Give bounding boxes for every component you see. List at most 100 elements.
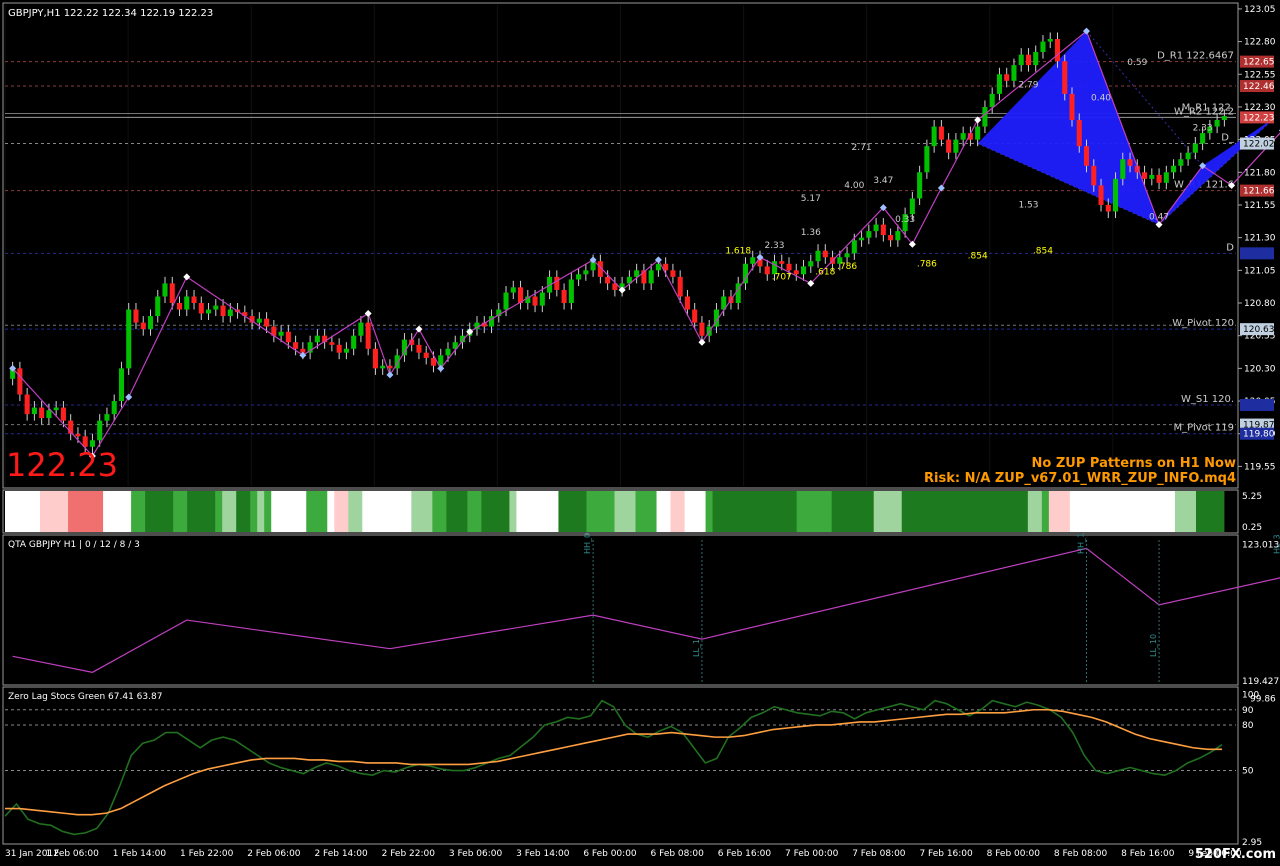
fib-ratio-label: 2.71 — [852, 143, 872, 153]
candle-body — [663, 263, 669, 271]
strength-cell — [278, 491, 286, 532]
strength-cell — [5, 491, 13, 532]
candle-body — [271, 326, 277, 336]
candle-body — [1018, 54, 1024, 66]
candle-body — [111, 401, 117, 415]
zigzag-marker — [88, 452, 96, 460]
candle-body — [75, 433, 81, 437]
candle-body — [1040, 41, 1046, 53]
candle-body — [155, 296, 161, 317]
level-label: W_S1 120. — [1181, 394, 1234, 405]
candle-body — [735, 283, 741, 304]
candle-body — [307, 342, 313, 353]
strength-cell — [922, 491, 931, 532]
candle-body — [1076, 120, 1082, 147]
candle-body — [213, 305, 219, 310]
fib-ratio-label: 0.33 — [895, 215, 915, 225]
strength-cell — [733, 491, 742, 532]
strength-cell — [12, 491, 20, 532]
level-axis-tag — [1240, 247, 1274, 260]
strength-cell — [1062, 491, 1071, 532]
strength-cell — [103, 491, 111, 532]
strength-cell — [299, 491, 307, 532]
strength-cell — [845, 491, 854, 532]
strength-cell — [264, 491, 272, 532]
strength-cell — [754, 491, 763, 532]
candle-body — [329, 342, 335, 345]
strength-cell — [516, 491, 524, 532]
strength-pane[interactable] — [2, 489, 1239, 534]
strength-cell — [1006, 491, 1015, 532]
candle-body — [343, 348, 349, 353]
candle-body — [924, 146, 930, 173]
qta-marker-label: HH_1 — [1077, 533, 1086, 554]
strength-cell — [565, 491, 573, 532]
candle-body — [1069, 93, 1075, 121]
candle-body — [946, 139, 952, 153]
stoch-series-green — [4, 699, 1223, 836]
candle-body — [1091, 165, 1097, 186]
candle-body — [249, 316, 255, 323]
strength-cell — [138, 491, 146, 532]
fib-ratio-label: 1.618 — [725, 246, 751, 256]
zigzag-marker — [364, 309, 372, 317]
strength-cell — [1125, 491, 1134, 532]
strength-cell — [586, 491, 594, 532]
strength-cell — [397, 491, 405, 532]
strength-cell — [670, 491, 678, 532]
candle-body — [285, 331, 291, 343]
main-pane[interactable] — [2, 2, 1239, 489]
candle-body — [800, 266, 807, 275]
strength-cell — [579, 491, 587, 532]
level-label: D_ — [1221, 133, 1235, 144]
qta-pane[interactable] — [2, 534, 1239, 686]
strength-cell — [663, 491, 671, 532]
strength-cell — [341, 491, 349, 532]
level-axis-tag — [1240, 111, 1274, 124]
fib-ratio-label: .618 — [815, 267, 835, 277]
candle-body — [684, 296, 690, 310]
zigzag-marker — [466, 328, 474, 336]
fib-ratio-label: 1.36 — [801, 228, 821, 238]
candle-body — [764, 266, 770, 275]
fib-ratio-label: 4.00 — [844, 181, 864, 191]
level-label: D_R1 122.6467 — [1157, 51, 1234, 62]
candle-body — [808, 261, 814, 267]
qta-marker-label: LL_10 — [1149, 634, 1158, 657]
candle-body — [1025, 54, 1032, 66]
candle-body — [721, 296, 727, 310]
strength-cell — [894, 491, 903, 532]
strength-cell — [362, 491, 370, 532]
zigzag-marker — [415, 325, 423, 333]
x-tick-label: 2 Feb 06:00 — [247, 849, 301, 859]
candle-body — [1200, 133, 1206, 144]
level-axis-tag — [1240, 137, 1274, 150]
y-tick-label: 120.80 — [1244, 299, 1276, 309]
strength-cell — [453, 491, 461, 532]
strength-cell — [1069, 491, 1078, 532]
strength-cell — [901, 491, 910, 532]
candle-body — [880, 224, 886, 236]
candle-body — [670, 270, 676, 277]
candle-body — [655, 263, 661, 271]
strength-cell — [257, 491, 265, 532]
candle-body — [53, 407, 59, 411]
candle-body — [24, 394, 30, 415]
pattern-triangle-bcd — [1159, 117, 1276, 225]
stoch-pane[interactable] — [2, 686, 1239, 845]
candle-body — [89, 440, 95, 447]
strength-cell — [460, 491, 468, 532]
strength-cell — [1013, 491, 1022, 532]
strength-cell — [761, 491, 770, 532]
candle-body — [31, 407, 37, 415]
strength-cell — [47, 491, 55, 532]
strength-cell — [292, 491, 300, 532]
candle-body — [1004, 74, 1010, 81]
strength-cell — [1041, 491, 1050, 532]
info-line-1: No ZUP Patterns on H1 Now — [1032, 456, 1236, 471]
stoch-tick-label: 90 — [1242, 706, 1254, 716]
candle-body — [104, 414, 110, 421]
qta-marker-label: LL_1 — [692, 639, 701, 657]
